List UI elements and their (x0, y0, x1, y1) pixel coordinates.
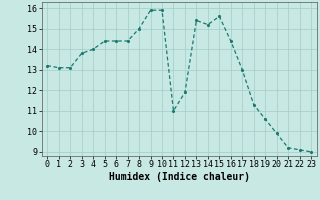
X-axis label: Humidex (Indice chaleur): Humidex (Indice chaleur) (109, 172, 250, 182)
